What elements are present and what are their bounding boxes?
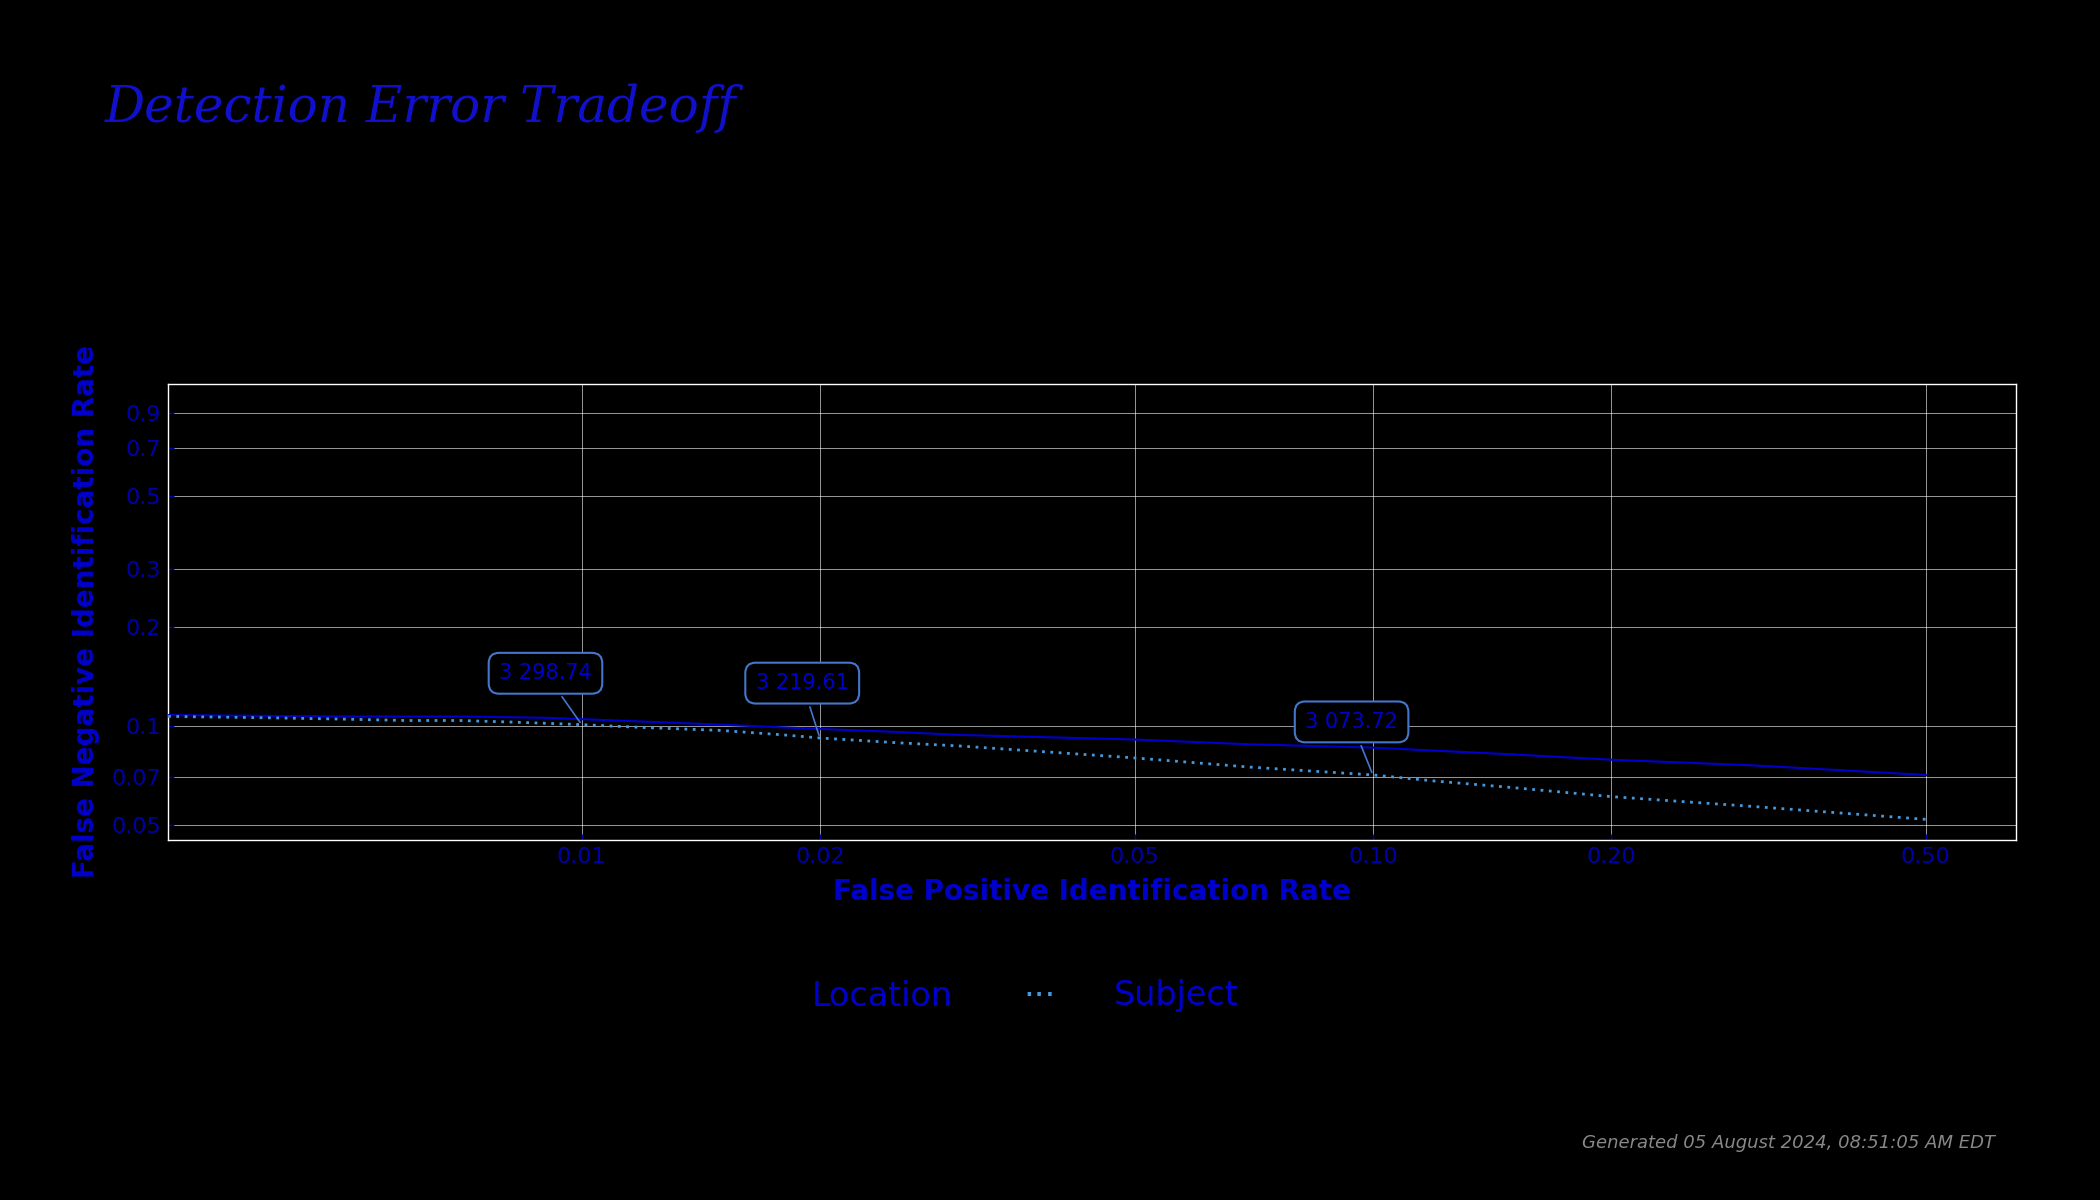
Text: Location: Location xyxy=(811,979,953,1013)
Text: Subject: Subject xyxy=(1113,979,1239,1013)
Subject xyxy=(1499,780,1525,794)
Location xyxy=(884,725,909,739)
Subject xyxy=(1237,760,1262,774)
Location xyxy=(1361,740,1386,755)
Subject xyxy=(1424,774,1449,788)
Text: 3 073.72: 3 073.72 xyxy=(1306,712,1399,773)
Subject xyxy=(1598,790,1623,804)
Subject xyxy=(632,720,657,734)
Subject xyxy=(533,716,559,731)
Text: Detection Error Tradeoff: Detection Error Tradeoff xyxy=(105,84,737,133)
Location xyxy=(332,709,357,724)
Subject xyxy=(1046,745,1071,760)
Subject xyxy=(1121,751,1147,766)
Line: Location: Location xyxy=(168,715,1926,775)
Subject xyxy=(884,736,909,750)
Subject xyxy=(1913,812,1938,827)
Location xyxy=(947,727,972,742)
Text: ···: ··· xyxy=(1023,979,1056,1013)
Text: 3 219.61: 3 219.61 xyxy=(756,673,848,736)
Text: Generated 05 August 2024, 08:51:05 AM EDT: Generated 05 August 2024, 08:51:05 AM ED… xyxy=(1581,1134,1995,1152)
X-axis label: False Positive Identification Rate: False Positive Identification Rate xyxy=(834,878,1350,906)
Subject xyxy=(332,712,357,726)
Line: Subject: Subject xyxy=(168,716,1926,820)
Subject xyxy=(393,713,418,727)
Subject xyxy=(254,710,279,725)
Subject xyxy=(491,715,517,730)
Location xyxy=(533,710,559,725)
Text: 3 298.74: 3 298.74 xyxy=(500,664,592,722)
Subject xyxy=(708,724,733,738)
Location xyxy=(1499,748,1525,762)
Subject xyxy=(569,718,594,732)
Location xyxy=(1237,737,1262,751)
Location xyxy=(447,709,473,724)
Location xyxy=(1913,768,1938,782)
Subject xyxy=(947,739,972,754)
Location xyxy=(1121,732,1147,746)
Location xyxy=(806,721,832,736)
Subject xyxy=(155,709,181,724)
Location xyxy=(1737,758,1762,773)
Location xyxy=(708,718,733,732)
Y-axis label: False Negative Identification Rate: False Negative Identification Rate xyxy=(71,346,101,878)
Subject xyxy=(806,731,832,745)
Location xyxy=(1598,752,1623,767)
Subject xyxy=(1737,799,1762,814)
Subject xyxy=(447,713,473,727)
Location xyxy=(569,712,594,726)
Subject xyxy=(1361,768,1386,782)
Location xyxy=(155,708,181,722)
Subject xyxy=(771,727,796,742)
